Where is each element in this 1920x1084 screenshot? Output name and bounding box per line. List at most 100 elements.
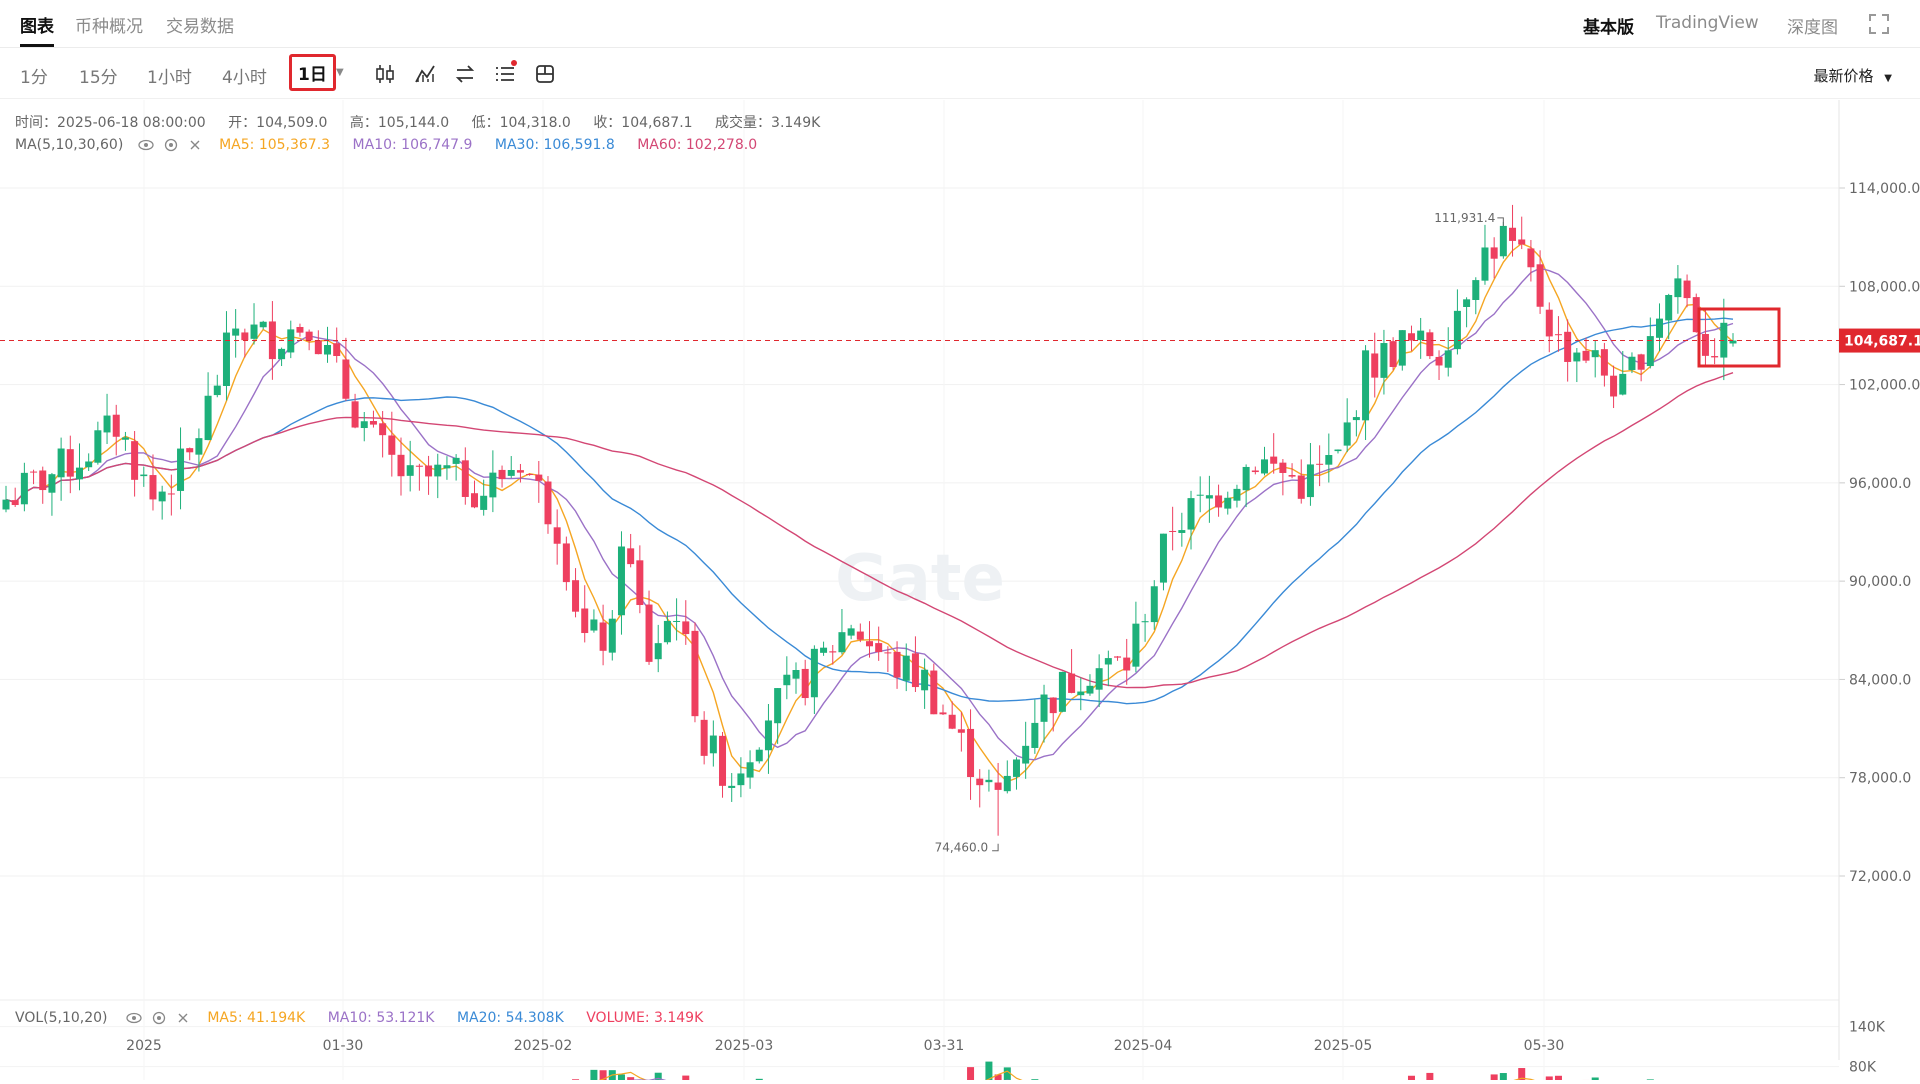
- ma30-value: MA30: 106,591.8: [495, 137, 615, 153]
- volume-axis-label: 140K: [1849, 1020, 1886, 1036]
- interval-1m[interactable]: 1分: [20, 63, 48, 88]
- candle-body: [765, 720, 772, 750]
- candle-body: [407, 465, 414, 476]
- candle-body: [1215, 495, 1222, 507]
- candle-body: [701, 720, 708, 756]
- candle-body: [1224, 498, 1231, 509]
- candle-body: [857, 632, 864, 640]
- candle-body: [12, 500, 19, 505]
- volume-ma-lines: [6, 1071, 1733, 1080]
- tab-coin-overview[interactable]: 币种概况: [75, 12, 143, 37]
- eye-icon[interactable]: [138, 139, 154, 151]
- candle-body: [324, 345, 331, 355]
- fullscreen-icon[interactable]: [1868, 13, 1890, 35]
- candle-body: [609, 619, 616, 653]
- candle-body: [903, 656, 910, 681]
- candle-body: [122, 437, 129, 439]
- date-axis-label: 2025-04: [1114, 1038, 1173, 1054]
- candle-body: [168, 493, 175, 494]
- candle-body: [976, 779, 983, 786]
- candle-body: [1289, 475, 1296, 477]
- interval-1h[interactable]: 1小时: [147, 63, 192, 88]
- candle-body: [838, 632, 845, 652]
- price-axis-label: 78,000.0: [1849, 771, 1911, 787]
- price-axis-label: 96,000.0: [1849, 476, 1911, 492]
- candle-body: [379, 423, 386, 435]
- price-axis-label: 84,000.0: [1849, 672, 1911, 688]
- vol-ma5-line: [6, 1071, 1733, 1080]
- close-icon[interactable]: [189, 139, 201, 151]
- close-icon[interactable]: [177, 1012, 189, 1024]
- ma10-line: [6, 268, 1733, 760]
- candle-body: [214, 386, 221, 395]
- volume-value: VOLUME: 3.149K: [586, 1010, 703, 1026]
- candle-body: [1527, 248, 1534, 267]
- info-high: 高：105,144.0: [350, 115, 449, 131]
- eye-icon[interactable]: [126, 1012, 142, 1024]
- volume-info: VOL(5,10,20) MA5: 41.194K MA10: 53.121K …: [15, 1010, 721, 1026]
- tab-chart[interactable]: 图表: [20, 12, 54, 37]
- candle-body: [995, 783, 1002, 790]
- candle-body: [453, 458, 460, 464]
- interval-15m[interactable]: 15分: [79, 63, 118, 88]
- vol-label: VOL(5,10,20): [15, 1010, 108, 1026]
- tab-basic[interactable]: 基本版: [1583, 13, 1634, 38]
- settings-icon[interactable]: [164, 138, 178, 152]
- candle-body: [443, 465, 450, 468]
- volume-bar: [1555, 1076, 1562, 1080]
- tab-depth-chart[interactable]: 深度图: [1787, 13, 1838, 38]
- candle-body: [1362, 350, 1369, 420]
- interval-4h[interactable]: 4小时: [222, 63, 267, 88]
- price-type-label: 最新价格: [1814, 67, 1874, 85]
- tab-tradingview[interactable]: TradingView: [1656, 13, 1759, 33]
- candle-body: [1537, 264, 1544, 306]
- candle-body: [1518, 239, 1525, 244]
- candle-body: [756, 750, 763, 762]
- candle-body: [1261, 459, 1268, 473]
- candle-body: [590, 619, 597, 630]
- tab-trading-data[interactable]: 交易数据: [166, 12, 234, 37]
- indicator-icon[interactable]: [413, 62, 437, 86]
- info-time: 时间：2025-06-18 08:00:00: [15, 115, 206, 131]
- date-axis-label: 2025-02: [514, 1038, 573, 1054]
- candle-body: [884, 652, 891, 653]
- candle-body: [1399, 330, 1406, 365]
- price-type-select[interactable]: 最新价格 ▼: [1814, 65, 1893, 86]
- candle-body: [1344, 422, 1351, 445]
- candle-body: [342, 359, 349, 398]
- candle-body: [333, 343, 340, 356]
- candle-body: [58, 449, 65, 478]
- candlestick-chart[interactable]: Gate 114,000.0108,000.0102,000.096,000.0…: [0, 100, 1920, 1080]
- candle-body: [241, 332, 248, 340]
- active-tab-underline: [20, 44, 54, 47]
- layout-icon[interactable]: [533, 62, 557, 86]
- top-bar: 图表 币种概况 交易数据 基本版 TradingView 深度图: [0, 0, 1920, 48]
- info-low: 低：104,318.0: [472, 115, 571, 131]
- min-price-label: 74,460.0: [935, 841, 988, 855]
- candle-body: [600, 622, 607, 650]
- compare-icon[interactable]: [453, 62, 477, 86]
- candle-body: [1481, 247, 1488, 280]
- candle-body: [1077, 692, 1084, 696]
- candle-body: [1316, 464, 1323, 465]
- candle-body: [1656, 319, 1663, 338]
- candle-body: [140, 475, 147, 477]
- candle-body: [1417, 331, 1424, 340]
- ohlc-info: 时间：2025-06-18 08:00:00 开：104,509.0 高：105…: [15, 112, 838, 132]
- candle-body: [627, 548, 634, 564]
- candle-body: [783, 675, 790, 685]
- ma-info: MA(5,10,30,60) MA5: 105,367.3 MA10: 106,…: [15, 137, 775, 153]
- candlestick-icon[interactable]: [373, 62, 397, 86]
- notification-dot: [511, 60, 517, 66]
- candle-body: [517, 470, 524, 473]
- interval-dropdown-icon[interactable]: ▼: [336, 67, 344, 78]
- volume-bar: [1546, 1076, 1553, 1080]
- candle-body: [572, 580, 579, 611]
- candle-body: [1390, 341, 1397, 367]
- candle-body: [939, 712, 946, 714]
- interval-1d[interactable]: 1日: [289, 54, 336, 91]
- settings-icon[interactable]: [152, 1011, 166, 1025]
- candle-body: [48, 474, 55, 493]
- candle-body: [1252, 470, 1259, 472]
